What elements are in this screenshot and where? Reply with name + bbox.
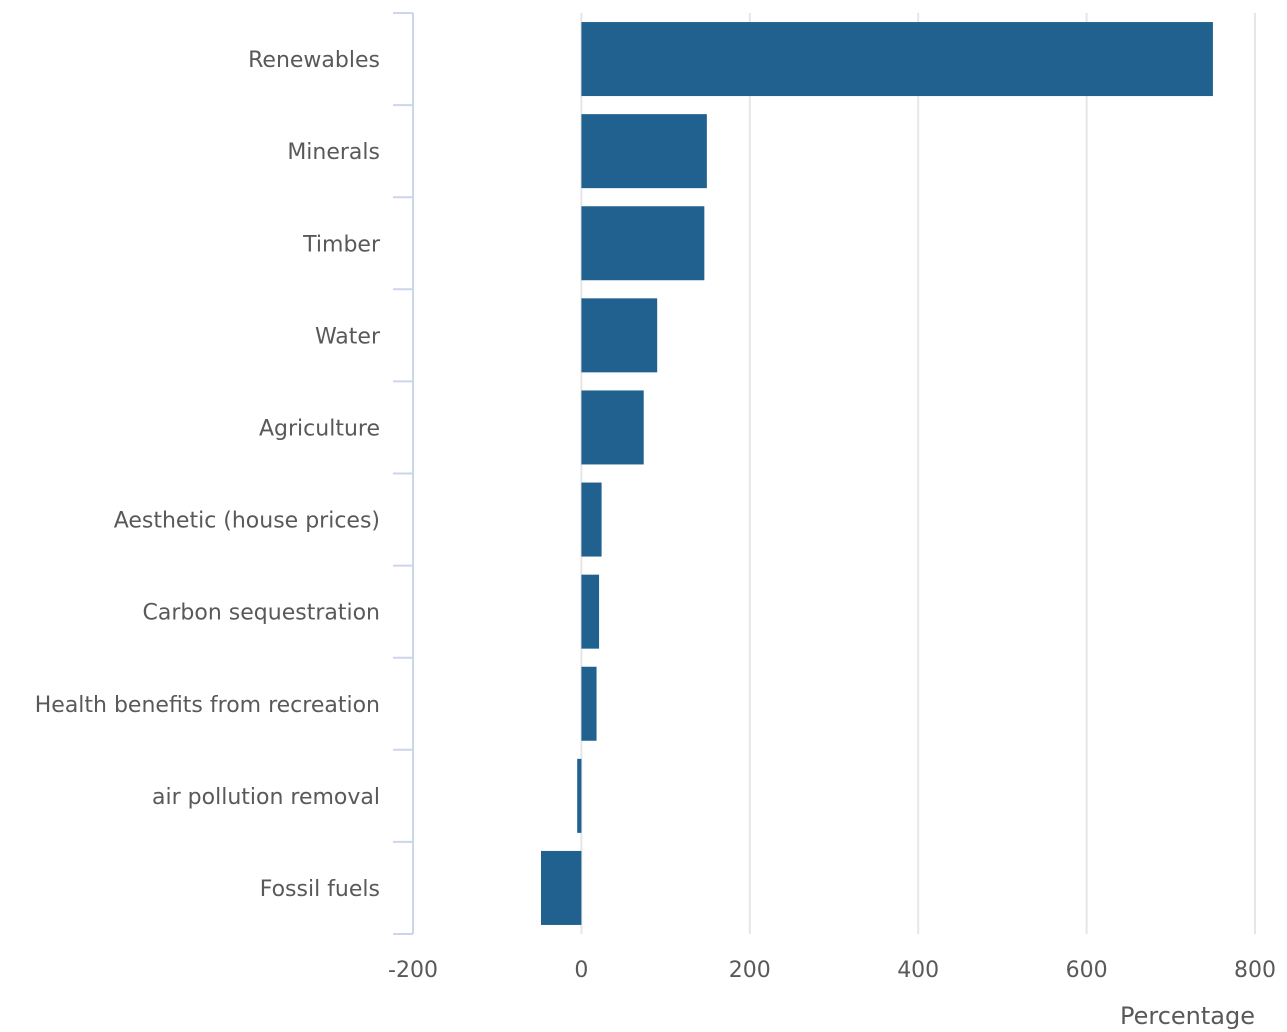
category-label: Carbon sequestration <box>143 601 380 626</box>
x-tick-label: 400 <box>897 958 939 983</box>
bar-aesthetic-house-prices <box>581 482 602 557</box>
bar-renewables <box>581 22 1213 97</box>
value-axis-ticks: -200 0 200 400 600 800 <box>388 958 1276 983</box>
bar-fossil-fuels <box>540 850 582 925</box>
bars <box>540 22 1213 925</box>
x-tick-label: 0 <box>574 958 588 983</box>
x-tick-label: 600 <box>1066 958 1108 983</box>
category-label: Agriculture <box>259 416 380 441</box>
category-label: Minerals <box>287 140 380 165</box>
x-tick-label: 200 <box>729 958 771 983</box>
x-axis-title: Percentage <box>1120 1002 1255 1030</box>
category-label: Water <box>315 324 381 349</box>
bar-timber <box>581 206 705 281</box>
category-label: Fossil fuels <box>260 877 380 902</box>
bar-agriculture <box>581 390 644 465</box>
x-tick-label: -200 <box>388 958 438 983</box>
category-label: Timber <box>302 232 381 257</box>
bar-air-pollution-removal <box>577 758 582 833</box>
x-tick-label: 800 <box>1234 958 1276 983</box>
bar-water <box>581 298 658 373</box>
bar-minerals <box>581 114 707 189</box>
bar-carbon-sequestration <box>581 574 600 649</box>
bar-health-benefits-from-recreation <box>581 666 597 741</box>
category-label: air pollution removal <box>152 785 380 810</box>
category-axis <box>393 12 414 935</box>
category-labels: Renewables Minerals Timber Water Agriculture… <box>35 48 381 902</box>
category-label: Aesthetic (house prices) <box>114 509 380 534</box>
category-label: Renewables <box>248 48 380 73</box>
category-label: Health benefits from recreation <box>35 693 380 718</box>
